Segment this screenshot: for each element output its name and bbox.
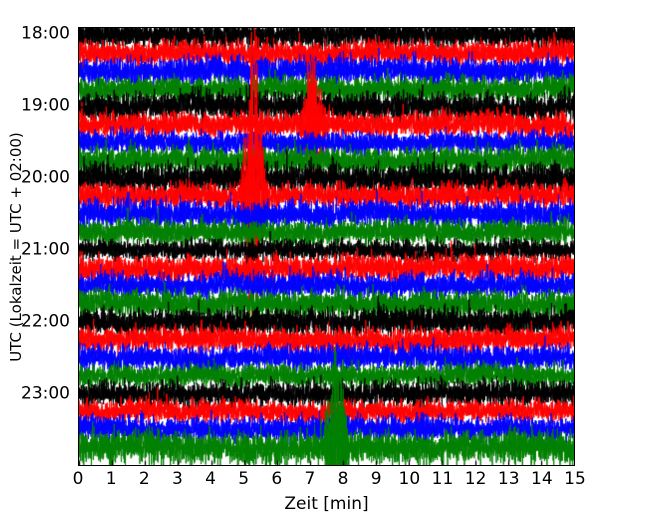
y-tick-label: 21:00 [21,239,70,260]
x-tick-label: 9 [370,469,382,489]
x-axis-label: Zeit [min] [284,494,369,514]
x-tick-label: 1 [105,469,117,489]
x-tick-label: 13 [497,469,520,489]
axis-tick-marks [79,28,574,465]
x-tick-label: 2 [138,469,150,489]
x-tick-label: 8 [337,469,349,489]
y-tick-label: 23:00 [21,383,70,404]
x-tick-label: 15 [564,469,586,489]
x-tick-label: 11 [431,469,454,489]
y-tick-label: 19:00 [21,95,70,116]
plot-area [78,27,575,466]
x-tick-label: 7 [304,469,316,489]
x-tick-label: 3 [171,469,183,489]
x-axis-tick-labels: 0 1 2 3 4 5 6 7 8 9 10 11 12 13 14 15 [73,469,586,495]
x-tick-label: 10 [398,469,421,489]
x-tick-label: 4 [205,469,216,489]
x-tick-label: 0 [72,469,84,489]
y-axis-tick-labels: 18:00 19:00 20:00 21:00 22:00 23:00 [0,0,70,520]
x-tick-label: 14 [531,469,553,489]
x-tick-label: 6 [271,469,283,489]
y-tick-label: 20:00 [21,167,70,188]
x-tick-label: 12 [464,469,487,489]
y-tick-label: 22:00 [21,311,70,332]
x-tick-label: 5 [238,469,250,489]
y-tick-label: 18:00 [21,23,70,44]
